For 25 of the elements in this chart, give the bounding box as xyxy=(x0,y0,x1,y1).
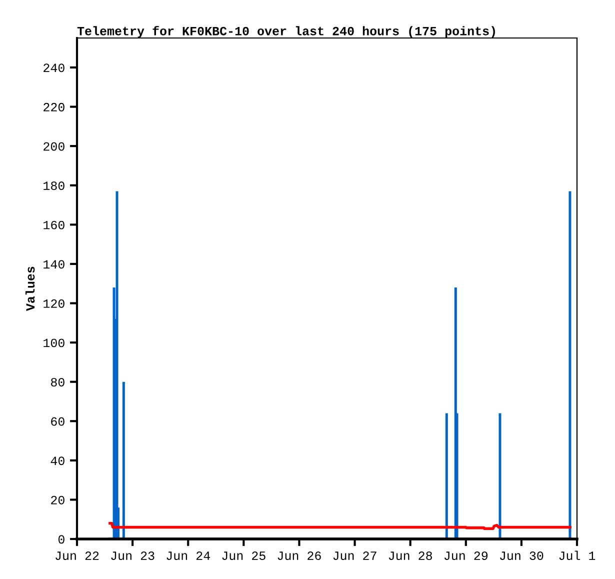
x-tick-label: Jun 25 xyxy=(222,552,266,560)
x-tick-label: Jun 29 xyxy=(444,552,488,560)
x-tick-label: Jun 27 xyxy=(333,552,376,560)
y-tick-label: 0 xyxy=(58,535,64,544)
y-tick-label: 60 xyxy=(51,417,64,426)
y-tick-label: 220 xyxy=(44,102,64,112)
x-tick-label: Jun 24 xyxy=(166,552,210,560)
y-tick-label: 40 xyxy=(50,456,64,466)
y-axis-title: Values xyxy=(25,266,35,311)
x-tick-label: Jun 30 xyxy=(500,552,544,560)
y-tick-label: 120 xyxy=(44,299,64,308)
x-tick-label: Jun 26 xyxy=(278,552,321,560)
y-tick-label: 180 xyxy=(44,182,64,190)
chart-title: Telemetry for KF0KBC-10 over last 240 hours (175 points) xyxy=(77,26,495,38)
x-tick-label: Jul 1 xyxy=(559,550,596,560)
y-tick-label: 200 xyxy=(44,142,64,151)
x-tick-label: Jun 23 xyxy=(111,552,154,560)
y-tick-label: 20 xyxy=(51,496,64,504)
y-tick-label: 100 xyxy=(44,338,64,348)
y-tick-label: 160 xyxy=(44,220,64,230)
y-tick-label: 240 xyxy=(44,64,64,72)
y-tick-label: 140 xyxy=(44,260,64,269)
x-tick-label: Jun 22 xyxy=(56,552,99,560)
x-tick-label: Jun 28 xyxy=(388,552,432,560)
y-tick-label: 80 xyxy=(51,378,64,386)
